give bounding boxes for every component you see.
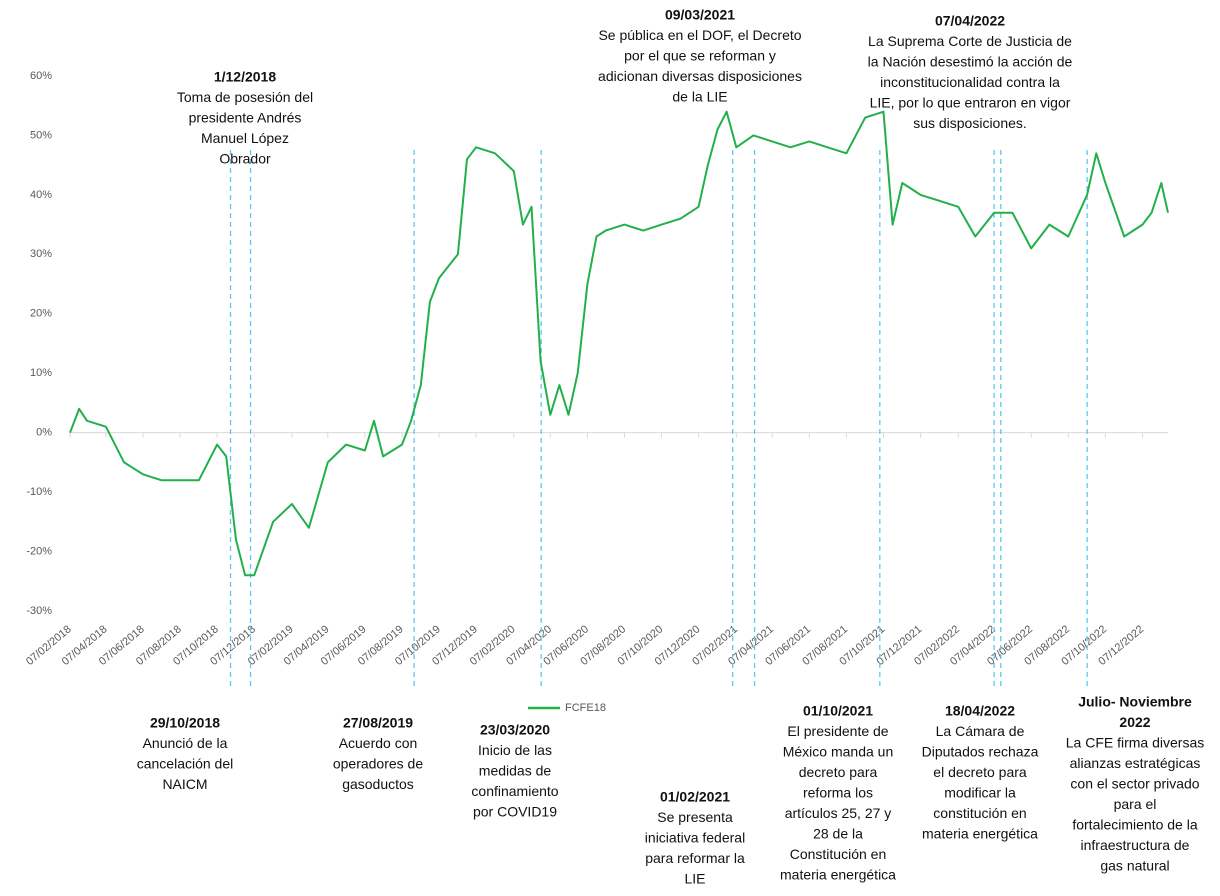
annotation-text: constitución en xyxy=(933,805,1026,821)
annotation-text: medidas de xyxy=(479,763,552,779)
annotation-title: 07/04/2022 xyxy=(935,13,1005,29)
annotation-text: México manda un xyxy=(783,744,894,760)
y-tick-label: 60% xyxy=(30,70,52,82)
annotation-text: el decreto para xyxy=(933,764,1027,780)
annotation-text: LIE, por lo que entraron en vigor xyxy=(870,95,1071,111)
annotation-text: modificar la xyxy=(944,785,1016,801)
annotation-title: 01/10/2021 xyxy=(803,703,873,719)
annotation-text: Inicio de las xyxy=(478,742,552,758)
legend-label: FCFE18 xyxy=(565,702,606,714)
annotation-text: NAICM xyxy=(162,776,207,792)
annotation-title: Julio- Noviembre xyxy=(1078,694,1192,710)
annotation-text: artículos 25, 27 y xyxy=(785,805,892,821)
annotation-text: alianzas estratégicas xyxy=(1070,755,1201,771)
annotation-text: iniciativa federal xyxy=(645,830,745,846)
annotation-text: Constitución en xyxy=(790,846,887,862)
annotation-title: 29/10/2018 xyxy=(150,715,220,731)
annotation-text: gasoductos xyxy=(342,776,414,792)
annotation-text: LIE xyxy=(684,871,705,887)
y-tick-label: 50% xyxy=(30,129,52,141)
annotation-text: Anunció de la xyxy=(143,735,228,751)
annotation-title: 27/08/2019 xyxy=(343,715,413,731)
annotation-title: 1/12/2018 xyxy=(214,69,276,85)
y-tick-label: -20% xyxy=(26,545,52,557)
annotation-text: materia energética xyxy=(780,867,896,883)
data-line xyxy=(69,110,1169,577)
y-tick-label: 10% xyxy=(30,367,52,379)
y-tick-label: -10% xyxy=(26,486,52,498)
annotation-title: 23/03/2020 xyxy=(480,722,550,738)
annotation-text: materia energética xyxy=(922,826,1038,842)
annotation-text: confinamiento xyxy=(471,783,558,799)
annotation-text: sus disposiciones. xyxy=(913,115,1027,131)
annotation-text: Diputados rechaza xyxy=(922,744,1039,760)
annotation-text: Acuerdo con xyxy=(339,735,418,751)
annotation-text: La Cámara de xyxy=(936,723,1025,739)
annotation-text: 28 de la xyxy=(813,826,863,842)
annotation-text: gas natural xyxy=(1100,858,1169,874)
annotation-text: Manuel López xyxy=(201,130,289,146)
annotation-text: presidente Andrés xyxy=(189,110,302,126)
annotation-text: por el que se reforman y xyxy=(624,48,776,64)
annotation-title: 18/04/2022 xyxy=(945,703,1015,719)
annotation-text: Obrador xyxy=(219,151,271,167)
annotation-text: Toma de posesión del xyxy=(177,89,313,105)
annotation-text: Se presenta xyxy=(657,809,733,825)
annotation-text: La CFE firma diversas xyxy=(1066,735,1204,751)
annotation-text: inconstitucionalidad contra la xyxy=(880,74,1060,90)
y-tick-label: 0% xyxy=(36,427,52,439)
annotation-text: reforma los xyxy=(803,785,873,801)
annotation-text: con el sector privado xyxy=(1070,776,1199,792)
annotation-text: decreto para xyxy=(799,764,878,780)
y-tick-label: 30% xyxy=(30,248,52,260)
y-tick-label: 20% xyxy=(30,308,52,320)
annotation-title: 2022 xyxy=(1119,714,1150,730)
annotation-text: La Suprema Corte de Justicia de xyxy=(868,33,1072,49)
annotation-text: para reformar la xyxy=(645,850,745,866)
annotation-text: la Nación desestimó la acción de xyxy=(868,54,1073,70)
annotation-text: El presidente de xyxy=(787,723,888,739)
annotation-text: Se pública en el DOF, el Decreto xyxy=(598,27,801,43)
y-tick-label: -30% xyxy=(26,605,52,617)
y-tick-label: 40% xyxy=(30,189,52,201)
annotation-text: operadores de xyxy=(333,756,424,772)
annotation-title: 09/03/2021 xyxy=(665,7,735,23)
annotation-text: adicionan diversas disposiciones xyxy=(598,68,802,84)
annotation-text: por COVID19 xyxy=(473,804,557,820)
annotation-title: 01/02/2021 xyxy=(660,789,730,805)
annotation-text: de la LIE xyxy=(672,89,727,105)
annotation-text: cancelación del xyxy=(137,756,234,772)
annotation-text: infraestructura de xyxy=(1081,837,1190,853)
annotation-text: fortalecimiento de la xyxy=(1072,817,1198,833)
annotation-text: para el xyxy=(1114,796,1157,812)
